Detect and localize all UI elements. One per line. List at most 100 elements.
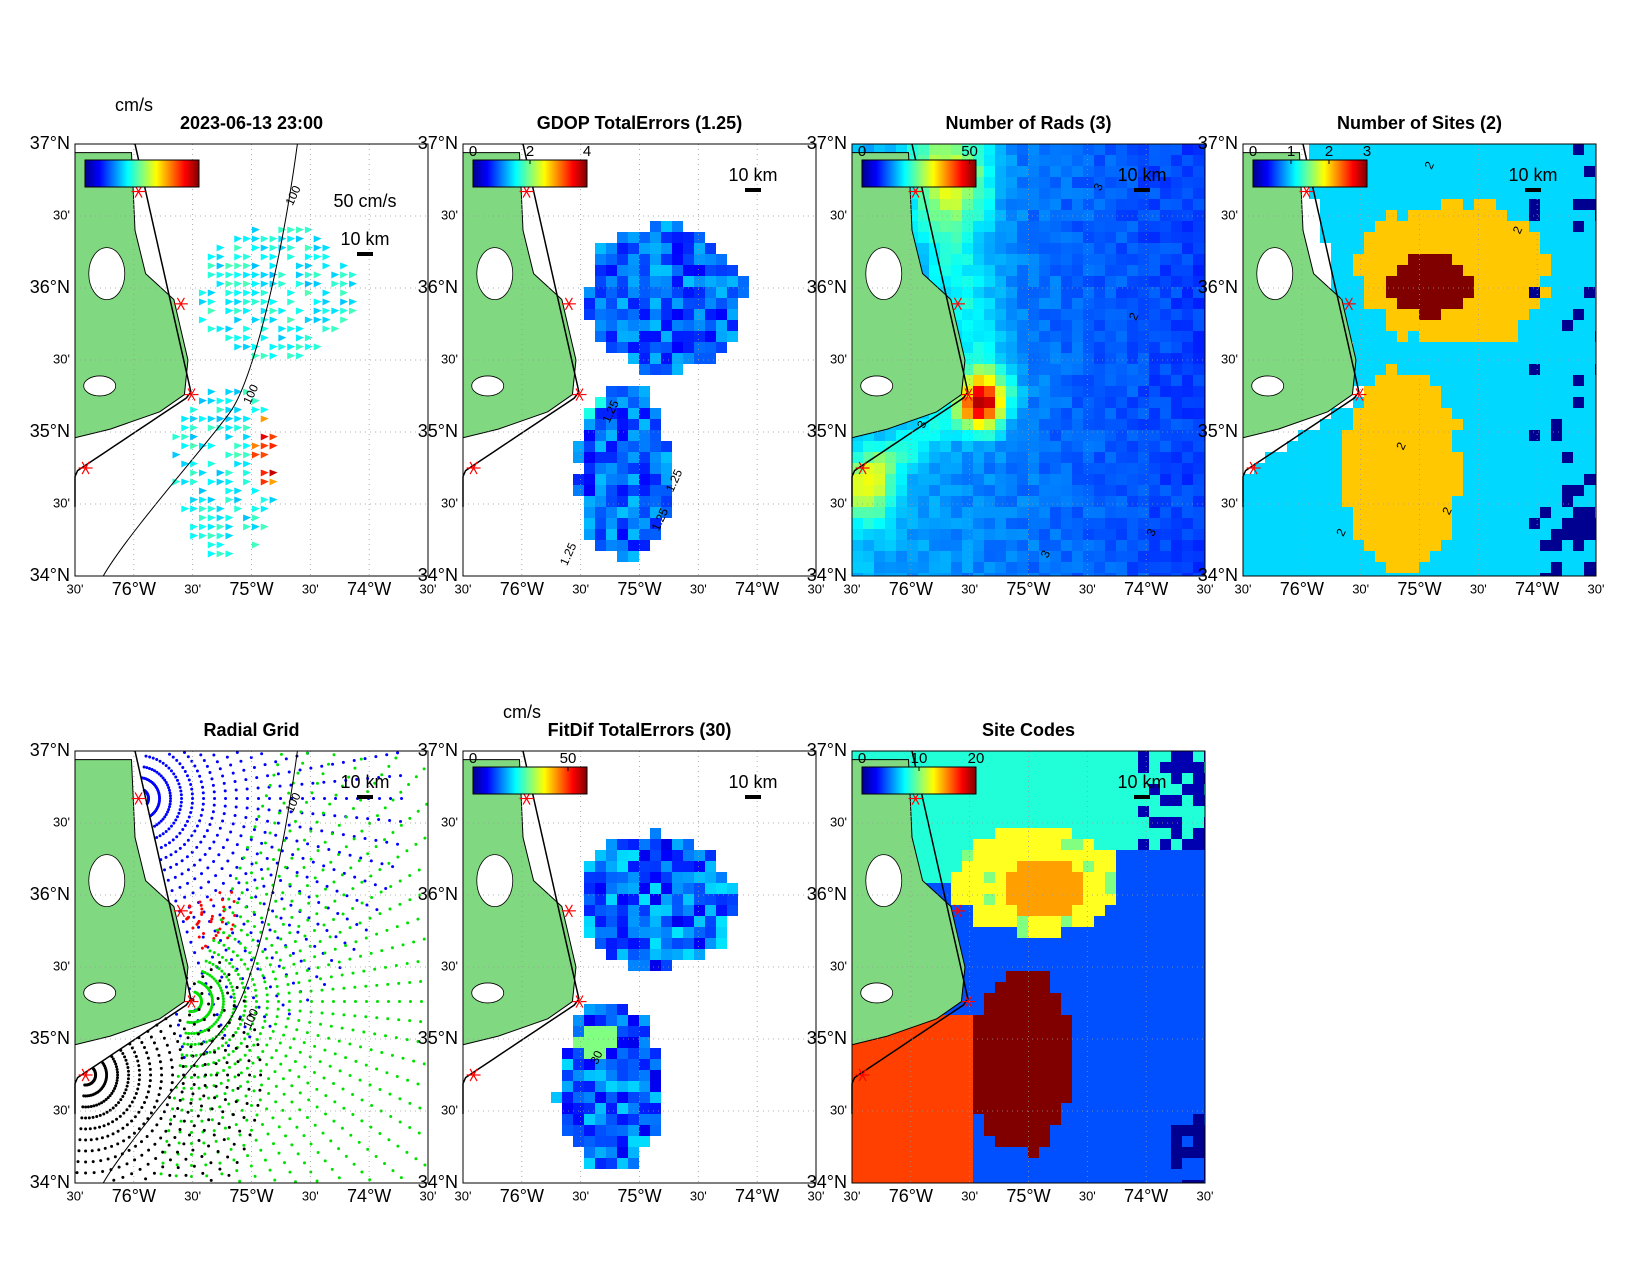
radial-grid-point bbox=[202, 1094, 206, 1098]
radial-grid-point bbox=[375, 932, 379, 936]
grid-cell bbox=[1006, 375, 1017, 386]
radial-grid-point bbox=[227, 897, 231, 901]
radial-grid-point bbox=[377, 818, 381, 822]
grid-cell bbox=[1485, 463, 1496, 474]
radial-grid-point bbox=[79, 1127, 83, 1131]
grid-cell bbox=[1342, 507, 1353, 518]
grid-cell bbox=[628, 309, 639, 320]
grid-cell bbox=[874, 485, 885, 496]
grid-cell bbox=[1138, 254, 1149, 265]
grid-cell bbox=[962, 243, 973, 254]
current-vector bbox=[207, 388, 216, 396]
grid-cell bbox=[1160, 419, 1171, 430]
grid-cell bbox=[1171, 309, 1182, 320]
grid-cell bbox=[1017, 199, 1028, 210]
radial-grid-point bbox=[262, 976, 266, 980]
grid-cell bbox=[1171, 518, 1182, 529]
grid-cell bbox=[907, 452, 918, 463]
grid-cell bbox=[1028, 210, 1039, 221]
grid-cell bbox=[1463, 265, 1474, 276]
grid-cell bbox=[973, 529, 984, 540]
grid-cell bbox=[1485, 540, 1496, 551]
radial-grid-point bbox=[189, 1098, 193, 1102]
grid-cell bbox=[874, 529, 885, 540]
grid-cell bbox=[1408, 463, 1419, 474]
radial-grid-point bbox=[246, 1032, 250, 1036]
radial-grid-point bbox=[198, 774, 202, 778]
grid-cell bbox=[1419, 463, 1430, 474]
radial-grid-point bbox=[252, 1089, 256, 1093]
grid-cell bbox=[606, 331, 617, 342]
grid-cell bbox=[1050, 540, 1061, 551]
radial-grid-point bbox=[183, 824, 187, 828]
radial-grid-point bbox=[328, 802, 332, 806]
radial-grid-point bbox=[248, 951, 252, 955]
grid-cell bbox=[694, 309, 705, 320]
current-vector bbox=[190, 523, 199, 531]
radial-grid-point bbox=[271, 1029, 275, 1033]
grid-cell bbox=[1138, 353, 1149, 364]
grid-cell bbox=[1127, 331, 1138, 342]
latitude-label: 30' bbox=[1221, 351, 1238, 366]
grid-cell bbox=[661, 309, 672, 320]
radial-grid-point bbox=[125, 1162, 129, 1166]
grid-cell bbox=[973, 243, 984, 254]
grid-cell bbox=[1408, 551, 1419, 562]
grid-cell bbox=[951, 419, 962, 430]
grid-cell bbox=[951, 232, 962, 243]
grid-cell bbox=[1342, 309, 1353, 320]
grid-cell bbox=[929, 518, 940, 529]
longitude-label: 76°W bbox=[500, 579, 544, 599]
grid-cell bbox=[973, 485, 984, 496]
grid-cell bbox=[1562, 221, 1573, 232]
radial-grid-point bbox=[313, 1123, 317, 1127]
radial-grid-point bbox=[137, 1082, 141, 1086]
radial-grid-point bbox=[155, 1099, 159, 1103]
grid-cell bbox=[1083, 166, 1094, 177]
grid-cell bbox=[1116, 265, 1127, 276]
radial-grid-point bbox=[180, 1056, 184, 1060]
grid-cell bbox=[1562, 188, 1573, 199]
radial-grid-point bbox=[379, 890, 383, 894]
grid-cell bbox=[1452, 397, 1463, 408]
radial-grid-point bbox=[115, 1070, 119, 1074]
grid-cell bbox=[1485, 573, 1496, 576]
grid-cell bbox=[962, 353, 973, 364]
grid-cell bbox=[683, 331, 694, 342]
radial-grid-point bbox=[195, 824, 199, 828]
grid-cell bbox=[1160, 331, 1171, 342]
grid-cell bbox=[639, 287, 650, 298]
radial-grid-point bbox=[207, 1002, 211, 1006]
grid-cell bbox=[1193, 529, 1204, 540]
radial-grid-point bbox=[234, 788, 238, 792]
grid-cell bbox=[1375, 199, 1386, 210]
radial-grid-point bbox=[245, 888, 249, 892]
grid-cell bbox=[1529, 529, 1540, 540]
grid-cell bbox=[1149, 441, 1160, 452]
current-vector bbox=[331, 280, 340, 288]
radial-grid-point bbox=[189, 1142, 193, 1146]
radial-grid-point bbox=[233, 914, 237, 918]
radial-grid-point bbox=[332, 753, 336, 757]
radial-grid-point bbox=[172, 1032, 176, 1036]
radial-grid-point bbox=[422, 1062, 426, 1066]
grid-cell bbox=[1584, 463, 1595, 474]
radial-grid-point bbox=[209, 1161, 213, 1165]
grid-cell bbox=[1083, 276, 1094, 287]
radial-grid-point bbox=[240, 891, 244, 895]
grid-cell bbox=[1061, 210, 1072, 221]
grid-cell bbox=[918, 441, 929, 452]
grid-cell bbox=[1573, 265, 1584, 276]
grid-cell bbox=[984, 309, 995, 320]
radial-grid-point bbox=[255, 1038, 259, 1042]
grid-cell bbox=[1573, 397, 1584, 408]
grid-cell bbox=[1160, 573, 1171, 576]
radial-grid-point bbox=[423, 1163, 427, 1167]
grid-cell bbox=[874, 496, 885, 507]
radial-grid-point bbox=[95, 1115, 99, 1119]
grid-cell bbox=[1072, 166, 1083, 177]
grid-cell bbox=[1193, 386, 1204, 397]
grid-cell bbox=[1050, 353, 1061, 364]
grid-cell bbox=[1028, 485, 1039, 496]
current-vector bbox=[278, 280, 287, 288]
